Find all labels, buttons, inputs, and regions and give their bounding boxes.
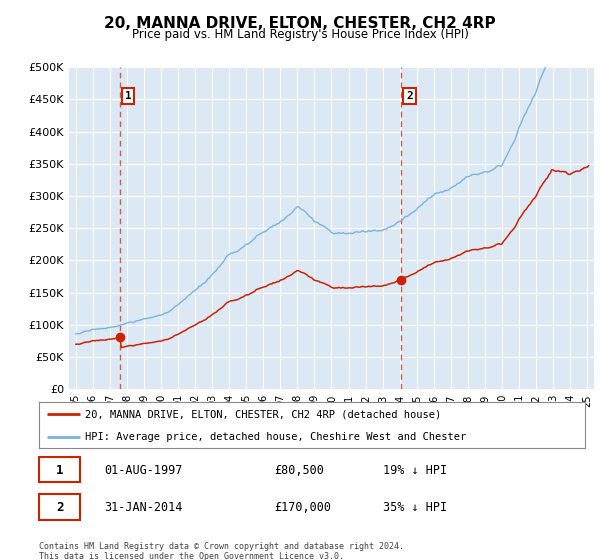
Text: 1: 1: [56, 464, 64, 477]
Text: 01-AUG-1997: 01-AUG-1997: [104, 464, 183, 477]
Text: 2: 2: [406, 91, 413, 101]
FancyBboxPatch shape: [39, 457, 80, 482]
Text: £80,500: £80,500: [274, 464, 323, 477]
Text: 1: 1: [125, 91, 132, 101]
Text: Contains HM Land Registry data © Crown copyright and database right 2024.
This d: Contains HM Land Registry data © Crown c…: [39, 542, 404, 560]
Text: 20, MANNA DRIVE, ELTON, CHESTER, CH2 4RP (detached house): 20, MANNA DRIVE, ELTON, CHESTER, CH2 4RP…: [85, 409, 442, 419]
Text: 20, MANNA DRIVE, ELTON, CHESTER, CH2 4RP: 20, MANNA DRIVE, ELTON, CHESTER, CH2 4RP: [104, 16, 496, 31]
Text: 19% ↓ HPI: 19% ↓ HPI: [383, 464, 447, 477]
Text: Price paid vs. HM Land Registry's House Price Index (HPI): Price paid vs. HM Land Registry's House …: [131, 28, 469, 41]
FancyBboxPatch shape: [39, 494, 80, 520]
Text: HPI: Average price, detached house, Cheshire West and Chester: HPI: Average price, detached house, Ches…: [85, 432, 467, 441]
Text: 31-JAN-2014: 31-JAN-2014: [104, 501, 183, 515]
Text: 2: 2: [56, 501, 64, 515]
Text: £170,000: £170,000: [274, 501, 331, 515]
Text: 35% ↓ HPI: 35% ↓ HPI: [383, 501, 447, 515]
